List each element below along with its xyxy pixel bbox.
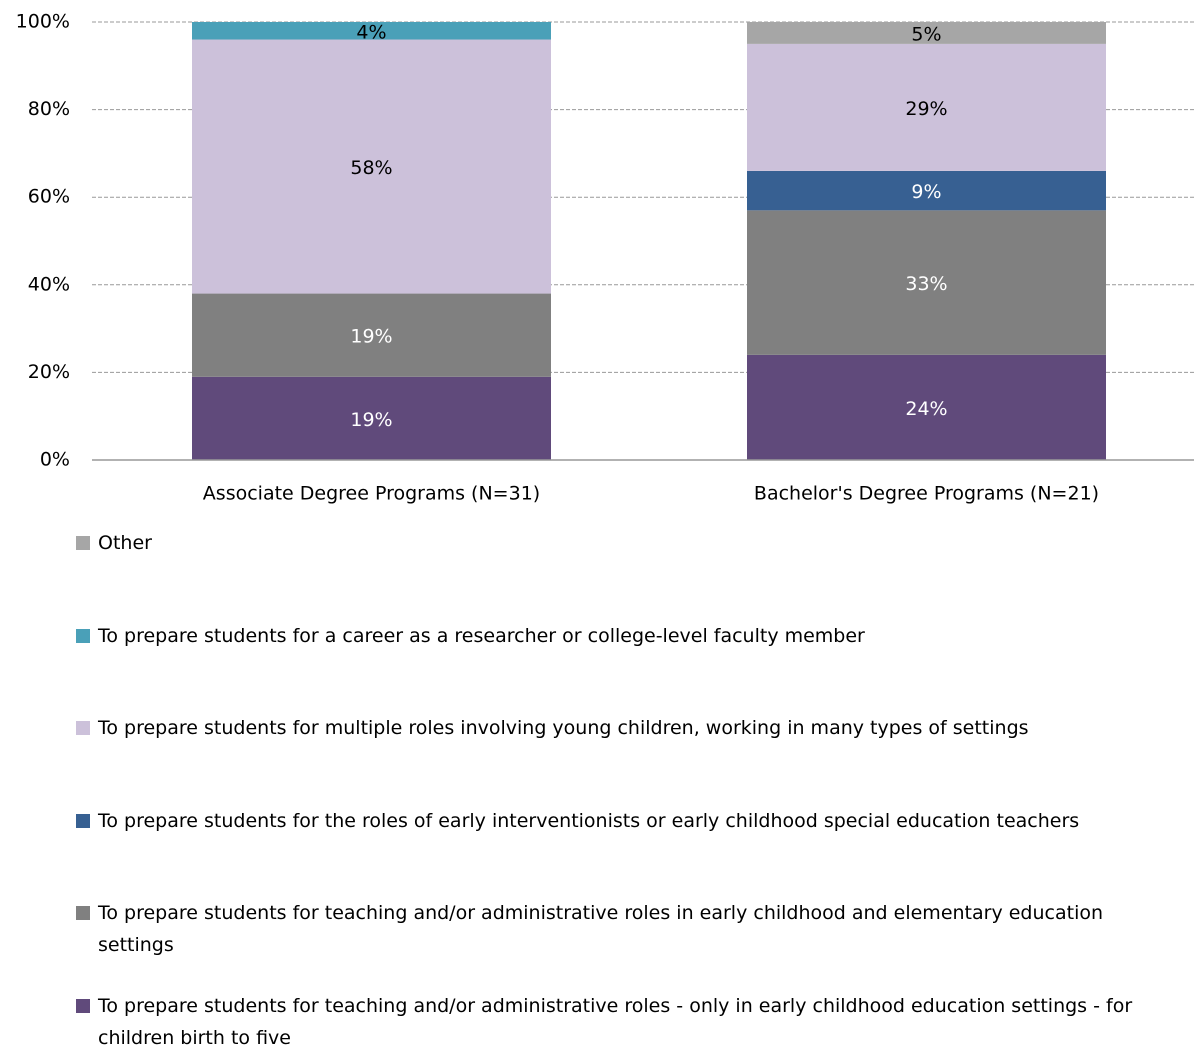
data-label: 19% [350, 326, 392, 348]
data-label: 5% [911, 23, 941, 45]
data-label: 19% [350, 409, 392, 431]
data-label: 33% [905, 273, 947, 295]
bar-segment [747, 210, 1106, 355]
bar-segment [192, 376, 551, 460]
bar-segment [192, 293, 551, 377]
x-tick-label: Bachelor's Degree Programs (N=21) [754, 483, 1099, 505]
y-tick-label: 80% [28, 98, 70, 120]
y-tick-label: 40% [28, 273, 70, 295]
data-label: 24% [905, 398, 947, 420]
bar-segment [747, 43, 1106, 171]
x-tick-label: Associate Degree Programs (N=31) [203, 483, 540, 505]
y-tick-label: 20% [28, 361, 70, 383]
data-label: 9% [911, 181, 941, 203]
data-label: 58% [350, 157, 392, 179]
bar-segment [747, 22, 1106, 44]
y-tick-label: 60% [28, 186, 70, 208]
data-label: 4% [356, 21, 386, 43]
bar-segment [747, 170, 1106, 211]
y-tick-label: 100% [16, 11, 70, 33]
y-tick-label: 0% [40, 449, 70, 471]
data-label: 29% [905, 98, 947, 120]
bar-segment [192, 22, 551, 40]
bar-segment [192, 39, 551, 294]
bar-segment [747, 354, 1106, 460]
